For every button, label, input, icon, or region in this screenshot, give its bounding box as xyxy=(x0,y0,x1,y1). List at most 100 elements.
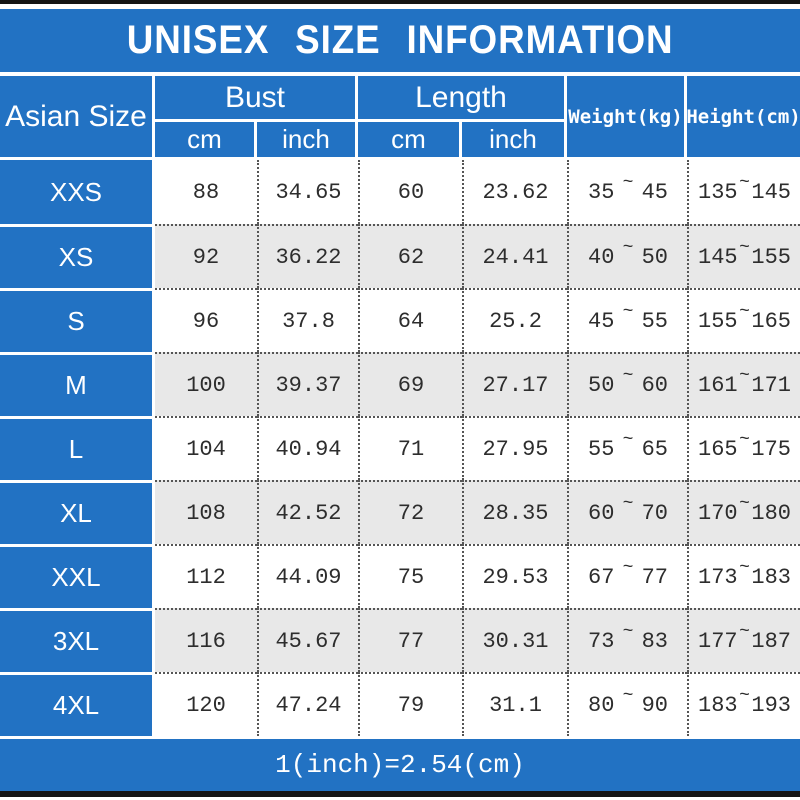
tilde-separator: ~ xyxy=(622,430,634,450)
length-inch-cell: 27.17 xyxy=(462,352,567,416)
size-cell: M xyxy=(0,352,155,416)
length-cm-cell: 60 xyxy=(358,160,462,224)
table-row-s: S 96 37.8 64 25.2 45 ~55 155 ~165 xyxy=(0,288,800,352)
height-max: 155 xyxy=(751,244,791,270)
tilde-separator: ~ xyxy=(622,302,634,322)
size-cell: 3XL xyxy=(0,608,155,672)
bottom-border-bar xyxy=(0,791,800,797)
bust-inch-cell: 34.65 xyxy=(257,160,358,224)
height-max: 187 xyxy=(751,628,791,654)
weight-min: 60 xyxy=(588,500,615,526)
size-cell: XXL xyxy=(0,544,155,608)
table-row-xxs: XXS 88 34.65 60 23.62 35 ~45 135 ~145 xyxy=(0,160,800,224)
height-max: 193 xyxy=(751,692,791,718)
bust-inch-cell: 40.94 xyxy=(257,416,358,480)
weight-max: 77 xyxy=(641,564,668,590)
weight-range-cell: 55 ~65 xyxy=(567,416,687,480)
tilde-separator: ~ xyxy=(622,622,634,642)
table-row-l: L 104 40.94 71 27.95 55 ~65 165 ~175 xyxy=(0,416,800,480)
bust-inch-cell: 36.22 xyxy=(257,224,358,288)
tilde-separator: ~ xyxy=(622,558,634,578)
weight-max: 60 xyxy=(641,372,668,398)
tilde-separator: ~ xyxy=(739,366,750,386)
length-cm-cell: 75 xyxy=(358,544,462,608)
size-cell: XXS xyxy=(0,160,155,224)
weight-range-cell: 45 ~55 xyxy=(567,288,687,352)
height-max: 145 xyxy=(751,179,791,205)
tilde-separator: ~ xyxy=(739,430,750,450)
height-range-cell: 155 ~165 xyxy=(687,288,800,352)
height-range-cell: 177 ~187 xyxy=(687,608,800,672)
height-range-cell: 165 ~175 xyxy=(687,416,800,480)
size-cell: L xyxy=(0,416,155,480)
length-inch-cell: 28.35 xyxy=(462,480,567,544)
weight-range-cell: 80 ~90 xyxy=(567,672,687,736)
height-min: 173 xyxy=(698,564,738,590)
header-asian-size: Asian Size xyxy=(0,76,155,157)
length-inch-cell: 30.31 xyxy=(462,608,567,672)
bust-cm-cell: 108 xyxy=(155,480,257,544)
tilde-separator: ~ xyxy=(739,173,750,193)
inch-conversion-note: 1(inch)=2.54(cm) xyxy=(275,750,525,780)
bust-inch-cell: 44.09 xyxy=(257,544,358,608)
height-max: 183 xyxy=(751,564,791,590)
height-min: 161 xyxy=(698,372,738,398)
size-cell: XS xyxy=(0,224,155,288)
table-row-3xl: 3XL 116 45.67 77 30.31 73 ~83 177 ~187 xyxy=(0,608,800,672)
length-cm-cell: 62 xyxy=(358,224,462,288)
weight-max: 83 xyxy=(641,628,668,654)
top-border-bar xyxy=(0,0,800,4)
table-row-xxl: XXL 112 44.09 75 29.53 67 ~77 173 ~183 xyxy=(0,544,800,608)
height-max: 165 xyxy=(751,308,791,334)
tilde-separator: ~ xyxy=(739,622,750,642)
length-cm-cell: 69 xyxy=(358,352,462,416)
length-cm-cell: 77 xyxy=(358,608,462,672)
table-body: XXS 88 34.65 60 23.62 35 ~45 135 ~145 XS 9… xyxy=(0,160,800,736)
title-banner: UNISEX SIZE INFORMATION xyxy=(0,9,800,72)
footer-note-band: 1(inch)=2.54(cm) xyxy=(0,739,800,791)
bust-cm-cell: 120 xyxy=(155,672,257,736)
height-max: 180 xyxy=(751,500,791,526)
tilde-separator: ~ xyxy=(622,494,634,514)
tilde-separator: ~ xyxy=(622,173,634,193)
height-range-cell: 170 ~180 xyxy=(687,480,800,544)
weight-max: 90 xyxy=(641,692,668,718)
length-cm-cell: 72 xyxy=(358,480,462,544)
bust-cm-cell: 88 xyxy=(155,160,257,224)
length-cm-cell: 79 xyxy=(358,672,462,736)
tilde-separator: ~ xyxy=(739,558,750,578)
bust-inch-cell: 45.67 xyxy=(257,608,358,672)
tilde-separator: ~ xyxy=(739,494,750,514)
height-range-cell: 135 ~145 xyxy=(687,160,800,224)
page-title: UNISEX SIZE INFORMATION xyxy=(126,18,674,62)
header-bust: Bust xyxy=(155,76,358,122)
height-min: 145 xyxy=(698,244,738,270)
length-inch-cell: 29.53 xyxy=(462,544,567,608)
length-inch-cell: 31.1 xyxy=(462,672,567,736)
subheader-length-cm: cm xyxy=(358,122,462,157)
weight-min: 40 xyxy=(588,244,615,270)
table-row-xs: XS 92 36.22 62 24.41 40 ~50 145 ~155 xyxy=(0,224,800,288)
length-inch-cell: 24.41 xyxy=(462,224,567,288)
weight-min: 55 xyxy=(588,436,615,462)
bust-cm-cell: 116 xyxy=(155,608,257,672)
height-max: 175 xyxy=(751,436,791,462)
length-cm-cell: 71 xyxy=(358,416,462,480)
weight-min: 67 xyxy=(588,564,615,590)
height-min: 183 xyxy=(698,692,738,718)
height-max: 171 xyxy=(751,372,791,398)
weight-range-cell: 40 ~50 xyxy=(567,224,687,288)
size-cell: XL xyxy=(0,480,155,544)
height-min: 177 xyxy=(698,628,738,654)
weight-range-cell: 73 ~83 xyxy=(567,608,687,672)
weight-range-cell: 35 ~45 xyxy=(567,160,687,224)
weight-min: 45 xyxy=(588,308,615,334)
header-length: Length xyxy=(358,76,567,122)
height-range-cell: 161 ~171 xyxy=(687,352,800,416)
height-min: 170 xyxy=(698,500,738,526)
bust-inch-cell: 39.37 xyxy=(257,352,358,416)
height-min: 165 xyxy=(698,436,738,462)
tilde-separator: ~ xyxy=(739,686,750,706)
length-inch-cell: 27.95 xyxy=(462,416,567,480)
